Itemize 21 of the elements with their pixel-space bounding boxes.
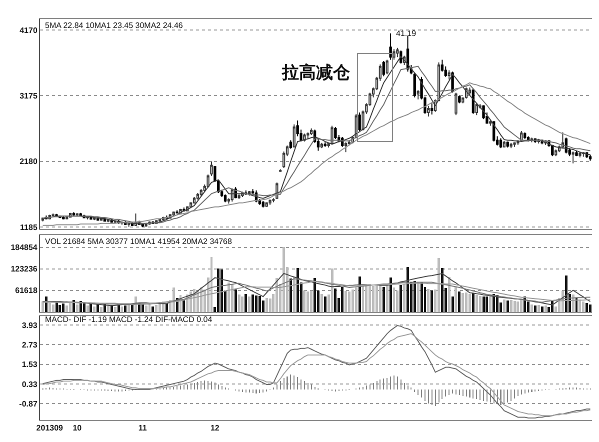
annotation: 41.19 [396, 29, 417, 38]
annotation: 5MA 22.84 10MA1 23.45 30MA2 24.46 [45, 21, 184, 30]
y-tick-label: 61618 [15, 286, 38, 296]
y-tick-label: 2180 [20, 157, 38, 166]
y-tick-label: 2.73 [22, 340, 38, 350]
y-tick-label: -0.87 [19, 399, 38, 408]
annotation: MACD- DIF -1.19 MACD -1.24 DIF-MACD 0.04 [45, 315, 213, 324]
y-tick-label: 3175 [20, 91, 38, 100]
x-tick-label: 10 [72, 424, 82, 433]
x-tick-label: 12 [210, 424, 220, 433]
x-tick-label: 11 [138, 424, 148, 433]
y-tick-label: 184854 [10, 243, 38, 252]
y-tick-label: 1185 [20, 222, 38, 232]
y-tick-label: 4170 [20, 26, 38, 35]
y-tick-label: 1.53 [22, 360, 38, 370]
annotation: 拉高减仓 [281, 63, 351, 82]
y-tick-label: 0.33 [22, 380, 38, 389]
y-tick-label: 123236 [10, 264, 38, 274]
x-tick-label: 201309 [36, 424, 64, 433]
y-tick-label: 3.93 [22, 320, 38, 330]
annotation: VOL 21684 5MA 30377 10MA1 41954 20MA2 34768 [45, 237, 233, 246]
